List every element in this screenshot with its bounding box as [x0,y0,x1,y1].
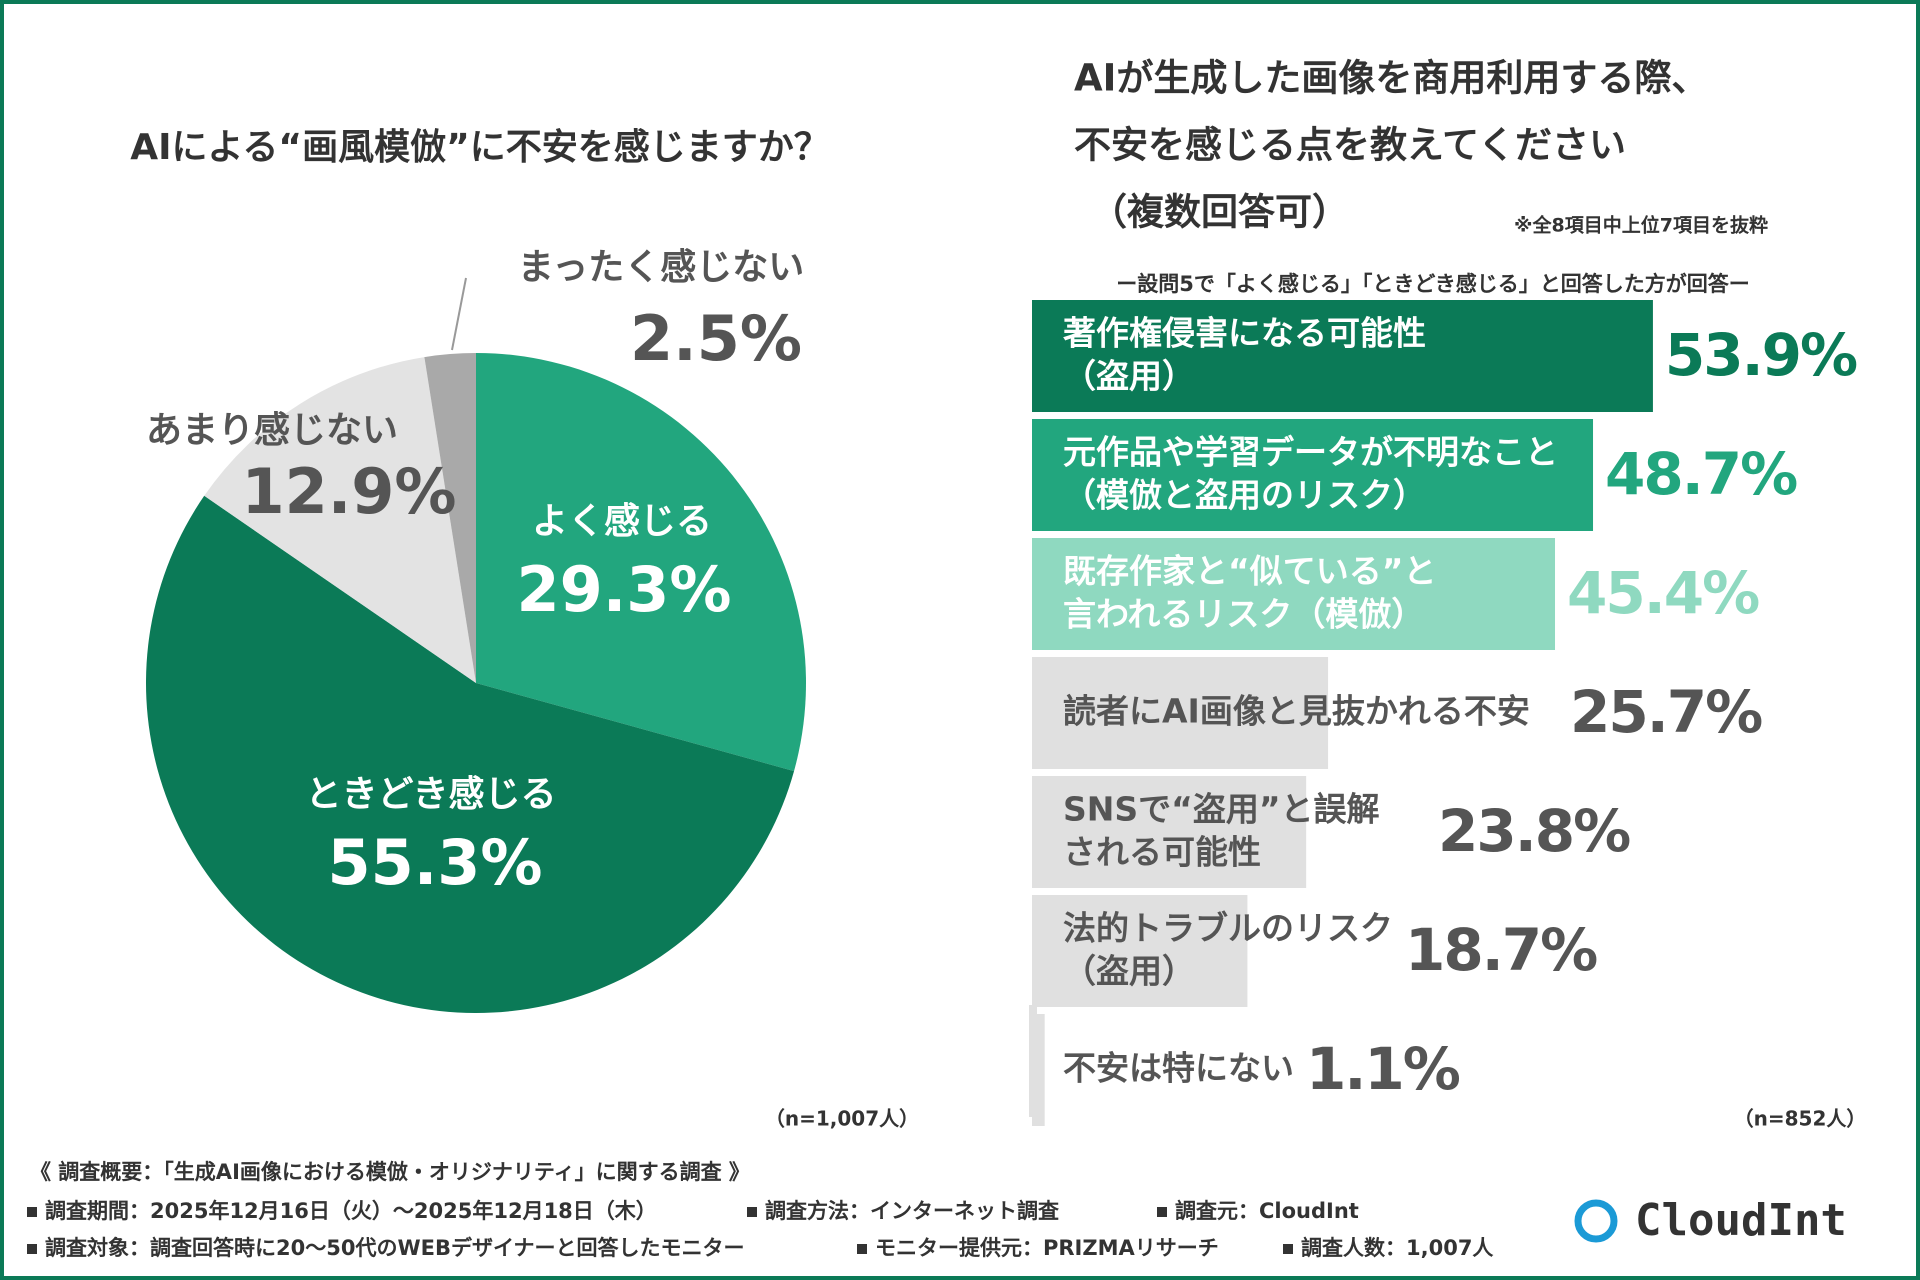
bar-label: 既存作家と“似ている”と [1063,552,1436,591]
bar [1032,419,1594,531]
brand: CloudInt [1635,1195,1847,1246]
bar-value: 53.9% [1665,321,1857,389]
bar-label: SNSで“盗用”と誤解 [1063,790,1380,829]
slice-value: 55.3% [327,826,542,899]
sample-size: （n=852人） [1734,1107,1867,1131]
chart-note: ※全8項目中上位7項目を抜粋 [1514,214,1768,237]
slice-value: 29.3% [516,553,731,626]
leader-line [451,277,467,351]
bar-value: 45.4% [1567,559,1759,627]
bar [1032,300,1653,412]
bar-label: （盗用） [1063,357,1195,396]
footer-heading: 《 調査概要：「生成AI画像における模倣・オリジナリティ」に関する調査 》 [30,1160,750,1184]
bullet [747,1207,757,1217]
sample-size: （n=1,007人） [765,1107,919,1131]
slice-label: あまり感じない [146,410,398,451]
footer-item: 調査人数：1,007人 [1301,1236,1493,1260]
pie-slice [424,353,476,683]
chart-title: （複数回答可） [1090,191,1349,234]
chart-subtitle: ー設問5で「よく感じる」「ときどき感じる」と回答した方が回答ー [1116,272,1749,296]
bullet [27,1207,37,1217]
pie-slice [145,495,795,1014]
bullet [1157,1207,1167,1217]
slice-label: よく感じる [532,501,712,542]
bar-value: 23.8% [1438,797,1630,865]
footer-item: 調査期間：2025年12月16日（火）～2025年12月18日（木） [45,1199,657,1223]
slice-value: 12.9% [241,455,456,528]
bullet [27,1244,37,1254]
slice-label: まったく感じない [518,247,805,288]
bar [1032,1014,1045,1126]
footer-item: 調査元：CloudInt [1175,1199,1359,1223]
bar [1032,538,1556,650]
logo-mark [1574,1199,1618,1243]
bar-value: 48.7% [1605,440,1797,508]
bar [1032,776,1307,888]
bar-value: 1.1% [1306,1035,1460,1103]
bar-label: 言われるリスク（模倣） [1063,595,1424,634]
chart-title: 不安を感じる点を教えてください [1074,124,1626,167]
bar-label: 法的トラブルのリスク [1063,909,1393,948]
chart-title: AIが生成した画像を商用利用する際、 [1074,57,1708,100]
bar-label: （盗用） [1063,952,1195,991]
chart-title: AIによる“画風模倣”に不安を感じますか？ [130,127,830,168]
bar-value: 25.7% [1570,678,1762,746]
bullet [1283,1244,1293,1254]
footer-item: 調査対象：調査回答時に20～50代のWEBデザイナーと回答したモニター [45,1236,745,1260]
pie-slice [204,357,476,683]
slice-value: 2.5% [630,302,802,375]
pie-slice [476,353,806,772]
footer-item: モニター提供元：PRIZMAリサーチ [875,1236,1219,1260]
bar-label: 不安は特にない [1063,1049,1294,1088]
bar-label: 読者にAI画像と見抜かれる不安 [1063,692,1530,731]
bar-label: 著作権侵害になる可能性 [1063,314,1426,353]
bar [1032,657,1329,769]
bar-value: 18.7% [1405,916,1597,984]
bar-label: 元作品や学習データが不明なこと [1063,433,1558,472]
slice-label: ときどき感じる [306,774,557,815]
bar-label: される可能性 [1063,833,1261,872]
footer-item: 調査方法：インターネット調査 [765,1199,1059,1223]
bar [1032,895,1248,1007]
bullet [857,1244,867,1254]
bar-label: （模倣と盗用のリスク） [1063,476,1426,515]
